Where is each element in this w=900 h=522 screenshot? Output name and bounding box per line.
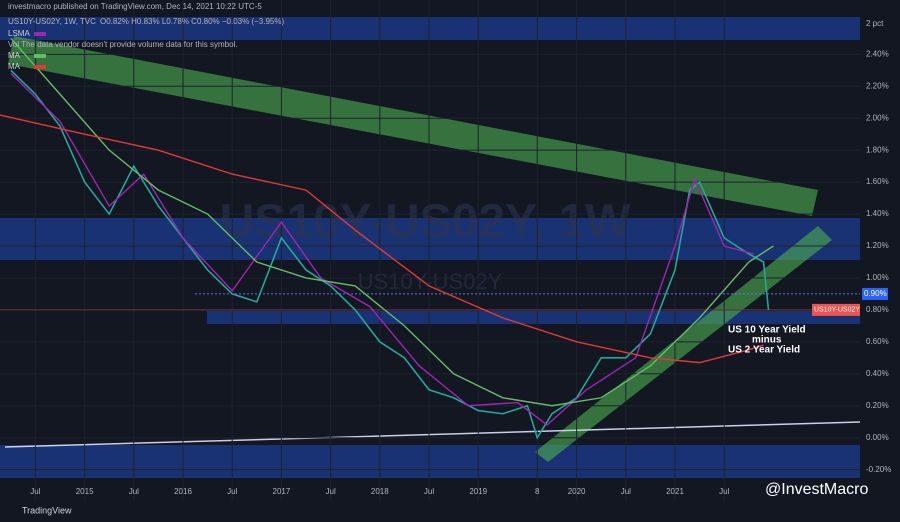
x-tick-label: 2018 bbox=[371, 487, 389, 496]
y-tick-label: -0.20% bbox=[866, 465, 891, 474]
x-tick-label: Jul bbox=[30, 487, 40, 496]
x-tick-label: Jul bbox=[227, 487, 237, 496]
y-tick-label: 0.40% bbox=[866, 369, 889, 378]
price-tag-label: 0.90% bbox=[864, 289, 887, 298]
trendline bbox=[4, 421, 861, 448]
y-tick-label: 0.60% bbox=[866, 337, 889, 346]
ohlc: O0.82% H0.83% L0.78% C0.80% −0.03% (−3.9… bbox=[100, 17, 284, 26]
x-tick-label: 8 bbox=[535, 487, 540, 496]
channel bbox=[8, 36, 818, 216]
y-tick-label: 2.20% bbox=[866, 81, 889, 90]
brand: @InvestMacro bbox=[765, 481, 868, 498]
footer-bg bbox=[0, 500, 900, 522]
y-tick-label: 2.40% bbox=[866, 49, 889, 58]
series-line bbox=[10, 72, 754, 426]
x-tick-label: Jul bbox=[326, 487, 336, 496]
legend-label: MA bbox=[8, 51, 21, 60]
plot bbox=[0, 0, 860, 500]
title: US10Y-US02Y, 1W, TVC bbox=[8, 17, 96, 26]
price-tag bbox=[862, 287, 888, 300]
legend-label: MA bbox=[8, 62, 21, 71]
legend-swatch bbox=[34, 32, 46, 36]
footer: TradingView bbox=[22, 505, 72, 515]
current-price-label: US10Y-US02Y bbox=[814, 307, 860, 314]
zone bbox=[0, 218, 860, 260]
y-tick-label: 1.60% bbox=[866, 177, 889, 186]
x-tick-label: Jul bbox=[719, 487, 729, 496]
x-tick-label: 2015 bbox=[76, 487, 94, 496]
y-tick-label: 0.80% bbox=[866, 305, 889, 314]
x-tick-label: 2021 bbox=[666, 487, 684, 496]
header: investmacro published on TradingView.com… bbox=[8, 2, 262, 11]
legend-swatch bbox=[34, 65, 46, 69]
x-tick-label: Jul bbox=[424, 487, 434, 496]
x-tick-label: 2016 bbox=[174, 487, 192, 496]
zone bbox=[207, 311, 860, 324]
zone bbox=[0, 17, 860, 40]
volume-note: Vol The data vendor doesn't provide volu… bbox=[8, 40, 238, 49]
annotation: minus bbox=[752, 335, 782, 346]
x-tick-label: 2020 bbox=[568, 487, 586, 496]
zone bbox=[0, 445, 860, 478]
series-line bbox=[0, 114, 764, 364]
y-tick-label: 0.00% bbox=[866, 433, 889, 442]
channel bbox=[535, 226, 832, 462]
current-price-tag bbox=[812, 303, 860, 316]
series-line bbox=[10, 37, 774, 407]
x-tick-label: Jul bbox=[621, 487, 631, 496]
annotation: US 2 Year Yield bbox=[728, 345, 800, 356]
legend-swatch bbox=[34, 54, 46, 58]
axis-unit: 2 pct bbox=[866, 19, 884, 28]
y-tick-label: 1.00% bbox=[866, 273, 889, 282]
annotation: US 10 Year Yield bbox=[728, 325, 806, 336]
y-tick-label: 1.80% bbox=[866, 145, 889, 154]
legend-label: LSMA bbox=[8, 29, 30, 38]
axis-bg bbox=[860, 0, 900, 500]
x-tick-label: Jul bbox=[129, 487, 139, 496]
y-tick-label: 0.20% bbox=[866, 401, 889, 410]
y-tick-label: 2.00% bbox=[866, 113, 889, 122]
y-tick-label: 1.40% bbox=[866, 209, 889, 218]
x-tick-label: 2019 bbox=[469, 487, 487, 496]
series-line bbox=[10, 69, 770, 440]
watermark: US10Y-US02Y, 1W bbox=[220, 196, 632, 249]
y-tick-label: 1.20% bbox=[866, 241, 889, 250]
x-tick-label: 2017 bbox=[273, 487, 291, 496]
